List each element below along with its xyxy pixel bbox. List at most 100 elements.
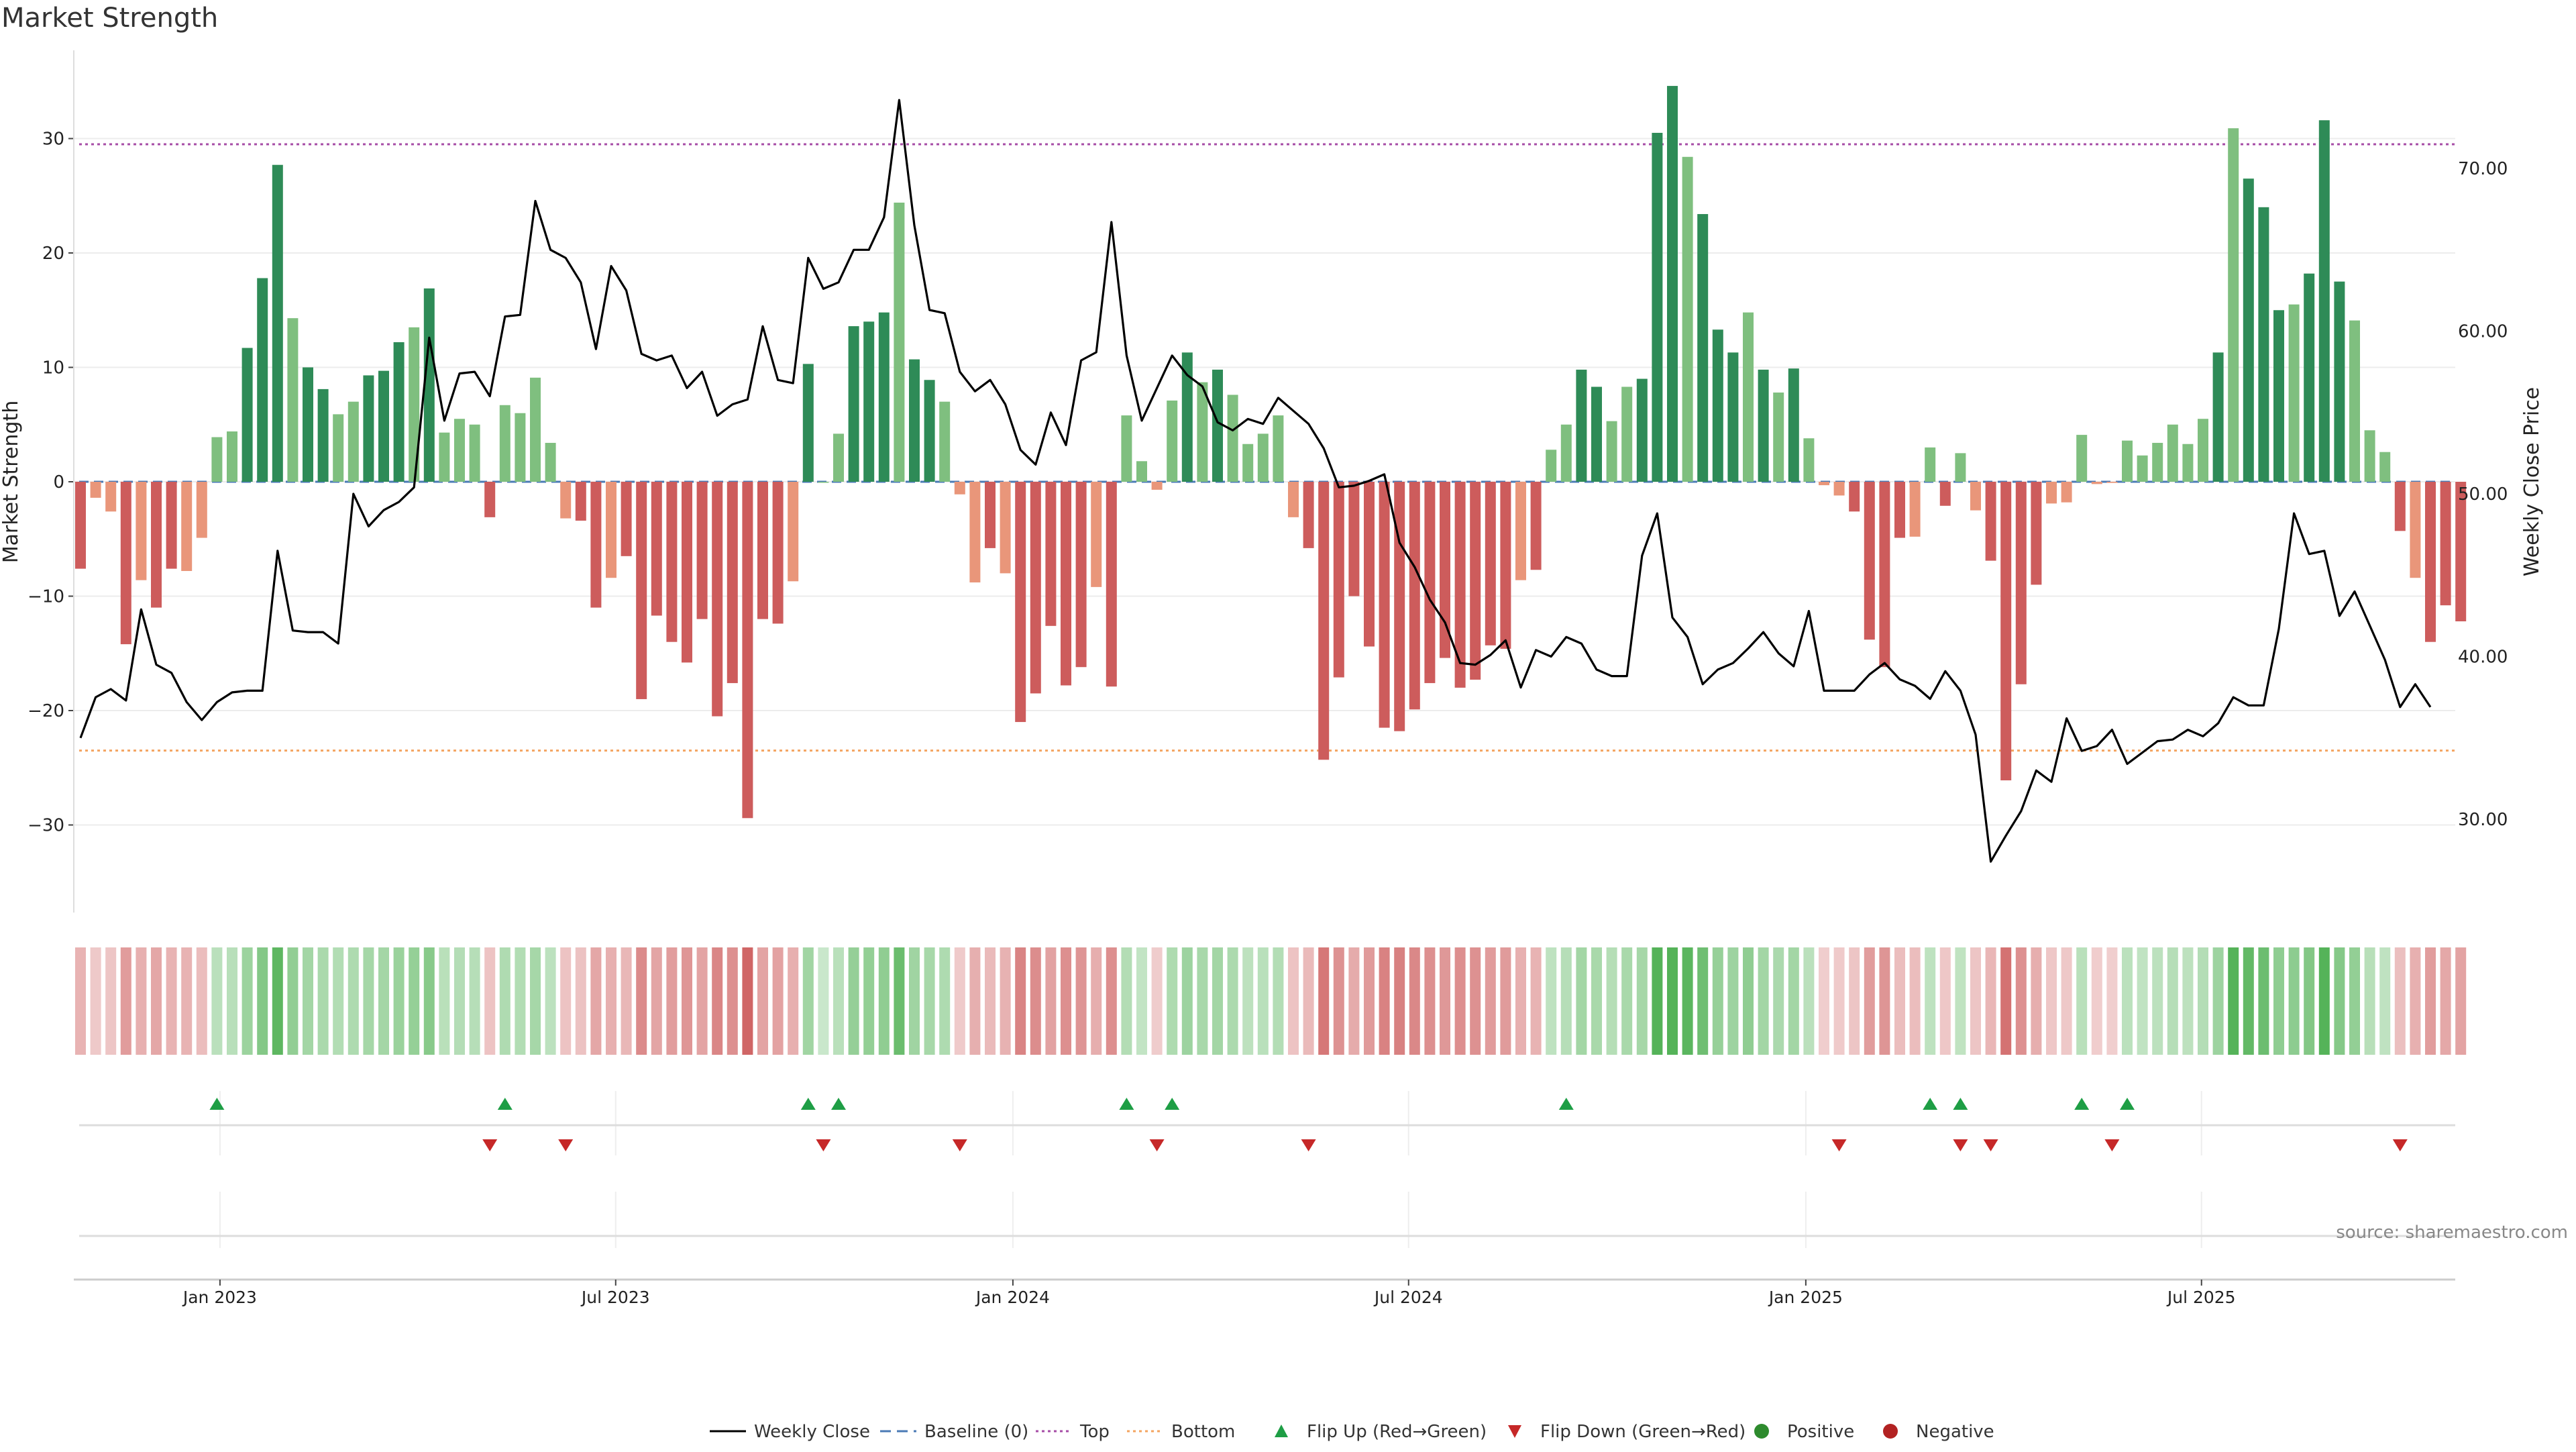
strength-bar xyxy=(257,278,268,482)
heat-cell xyxy=(1348,947,1360,1055)
heat-cell xyxy=(2061,947,2072,1055)
flip-markers xyxy=(79,1098,2455,1237)
heat-cell xyxy=(2000,947,2012,1055)
heat-cell xyxy=(545,947,556,1055)
strength-bar xyxy=(985,482,996,548)
heat-cell xyxy=(2122,947,2133,1055)
heat-cell xyxy=(2364,947,2375,1055)
strength-bar xyxy=(2273,310,2284,482)
strength-bar xyxy=(1364,482,1375,647)
heat-cell xyxy=(363,947,374,1055)
heat-cell xyxy=(2198,947,2208,1055)
legend-label: Negative xyxy=(1916,1422,1994,1442)
heat-cell xyxy=(303,947,313,1055)
strength-bar xyxy=(227,431,237,482)
heat-cell xyxy=(1864,947,1875,1055)
strength-bar xyxy=(1758,369,1769,482)
chart-title: Market Strength xyxy=(1,3,218,34)
strength-bar xyxy=(818,482,829,483)
heat-cell xyxy=(894,947,905,1055)
legend-label: Weekly Close xyxy=(754,1422,870,1442)
strength-bar xyxy=(1045,482,1057,626)
strength-bar xyxy=(272,164,283,482)
strength-bar xyxy=(1470,482,1481,680)
heat-cell xyxy=(75,947,86,1055)
strength-bar xyxy=(969,482,981,583)
heat-cell xyxy=(2212,947,2224,1055)
strength-bar xyxy=(1849,482,1860,512)
heat-cell xyxy=(1227,947,1238,1055)
strength-bar xyxy=(1424,482,1436,684)
strength-bar xyxy=(241,348,253,482)
strength-bar xyxy=(1667,86,1678,482)
strength-bar xyxy=(1106,482,1117,687)
strength-bar xyxy=(2258,207,2269,482)
heat-cell xyxy=(2304,947,2315,1055)
heat-cell xyxy=(772,947,784,1055)
strength-bar xyxy=(788,482,799,582)
heat-cell xyxy=(2015,947,2027,1055)
strength-bar xyxy=(606,482,616,578)
heat-cell xyxy=(788,947,799,1055)
strength-bar xyxy=(1242,444,1254,482)
heat-cell xyxy=(1045,947,1057,1055)
heat-cell xyxy=(2106,947,2118,1055)
legend-circle-icon xyxy=(1754,1424,1769,1439)
heat-cell xyxy=(2288,947,2300,1055)
strength-bar xyxy=(1333,482,1344,678)
strength-bar xyxy=(1743,312,1754,482)
strength-bar xyxy=(2152,443,2163,482)
strength-bar xyxy=(2046,482,2057,504)
legend-label: Positive xyxy=(1787,1422,1854,1442)
heat-cell xyxy=(1727,947,1739,1055)
heat-cell xyxy=(2273,947,2284,1055)
strength-bar xyxy=(1970,482,1981,511)
strength-bar xyxy=(1075,482,1087,668)
strength-bar xyxy=(2182,444,2194,482)
strength-bar xyxy=(2228,128,2239,482)
heat-cell xyxy=(2091,947,2102,1055)
flip-up-marker xyxy=(800,1098,816,1110)
x-tick-label: Jul 2023 xyxy=(580,1288,650,1307)
strength-bar xyxy=(181,482,193,571)
strength-bar xyxy=(2106,482,2118,483)
strength-bar xyxy=(1819,482,1829,486)
heat-cell xyxy=(1030,947,1041,1055)
strength-bar xyxy=(1803,438,1815,482)
strength-bar xyxy=(287,318,299,482)
heat-cell xyxy=(2318,947,2330,1055)
strength-bar xyxy=(2167,424,2178,482)
heat-cell xyxy=(151,947,162,1055)
strength-bar xyxy=(303,367,313,482)
heat-cell xyxy=(1576,947,1587,1055)
strength-bar xyxy=(1591,386,1602,482)
heat-cell xyxy=(1394,947,1405,1055)
strength-bar xyxy=(1576,369,1587,482)
heat-cell xyxy=(590,947,602,1055)
strength-bar xyxy=(1212,369,1223,482)
flip-up-marker xyxy=(831,1098,846,1110)
strength-bar xyxy=(1273,415,1284,482)
x-tick-label: Jan 2025 xyxy=(1768,1288,1843,1307)
strength-bar xyxy=(211,437,223,482)
strength-bar xyxy=(2304,273,2315,482)
strength-bar xyxy=(712,482,723,717)
strength-bar xyxy=(878,312,890,482)
strength-bar xyxy=(1485,482,1496,645)
heat-cell xyxy=(1303,947,1314,1055)
heat-cell xyxy=(1136,947,1147,1055)
heat-cell xyxy=(2258,947,2269,1055)
legend: Weekly Close Baseline (0) Top Bottom Flip Up… xyxy=(710,1422,1994,1442)
heat-cell xyxy=(1151,947,1163,1055)
strength-bar xyxy=(1061,482,1071,686)
strength-bar xyxy=(196,482,207,538)
heat-cell xyxy=(651,947,662,1055)
y-tick-label: −30 xyxy=(28,816,64,836)
heat-cell xyxy=(696,947,708,1055)
legend-item: Flip Down (Green→Red) xyxy=(1508,1422,1746,1442)
heat-cell xyxy=(1454,947,1466,1055)
heat-cell xyxy=(1591,947,1602,1055)
heat-cell xyxy=(317,947,329,1055)
